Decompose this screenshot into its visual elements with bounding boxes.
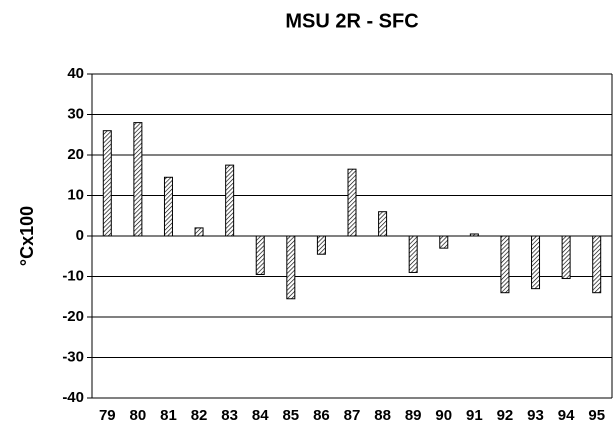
x-tick-label: 92 xyxy=(497,407,514,424)
y-tick-label: -40 xyxy=(62,389,84,406)
x-tick-label: 91 xyxy=(466,407,483,424)
bar xyxy=(194,227,204,237)
x-tick-label: 85 xyxy=(282,407,299,424)
bar xyxy=(316,235,326,255)
y-axis-label: °Cx100 xyxy=(17,206,37,266)
bar xyxy=(439,235,449,249)
chart-title: MSU 2R - SFC xyxy=(285,10,418,32)
x-tick-label: 93 xyxy=(527,407,544,424)
x-tick-label: 94 xyxy=(558,407,575,424)
x-tick-label: 87 xyxy=(344,407,361,424)
bar xyxy=(163,176,173,237)
x-tick-label: 86 xyxy=(313,407,330,424)
bar xyxy=(592,235,602,294)
y-tick-label: -10 xyxy=(62,267,84,284)
x-tick-label: 82 xyxy=(191,407,208,424)
bar xyxy=(347,168,357,237)
x-tick-label: 80 xyxy=(130,407,147,424)
x-tick-label: 95 xyxy=(588,407,605,424)
bar xyxy=(133,122,143,237)
x-tick-label: 83 xyxy=(221,407,238,424)
bar xyxy=(531,235,541,290)
y-tick-label: 0 xyxy=(76,227,84,244)
x-tick-label: 81 xyxy=(160,407,177,424)
x-tick-label: 79 xyxy=(99,407,116,424)
bar xyxy=(255,235,265,275)
bar xyxy=(561,235,571,280)
bar xyxy=(286,235,296,300)
x-tick-label: 88 xyxy=(374,407,391,424)
bar xyxy=(500,235,510,294)
bar xyxy=(408,235,418,273)
y-tick-label: 10 xyxy=(67,186,84,203)
y-tick-label: -30 xyxy=(62,348,84,365)
y-tick-label: -20 xyxy=(62,308,84,325)
bar xyxy=(378,211,388,237)
x-tick-label: 90 xyxy=(435,407,452,424)
bar xyxy=(469,233,479,237)
y-tick-label: 20 xyxy=(67,146,84,163)
y-tick-label: 40 xyxy=(67,65,84,82)
x-tick-label: 84 xyxy=(252,407,269,424)
bar xyxy=(102,130,112,237)
y-tick-label: 30 xyxy=(67,105,84,122)
bar xyxy=(225,164,235,237)
x-tick-label: 89 xyxy=(405,407,422,424)
